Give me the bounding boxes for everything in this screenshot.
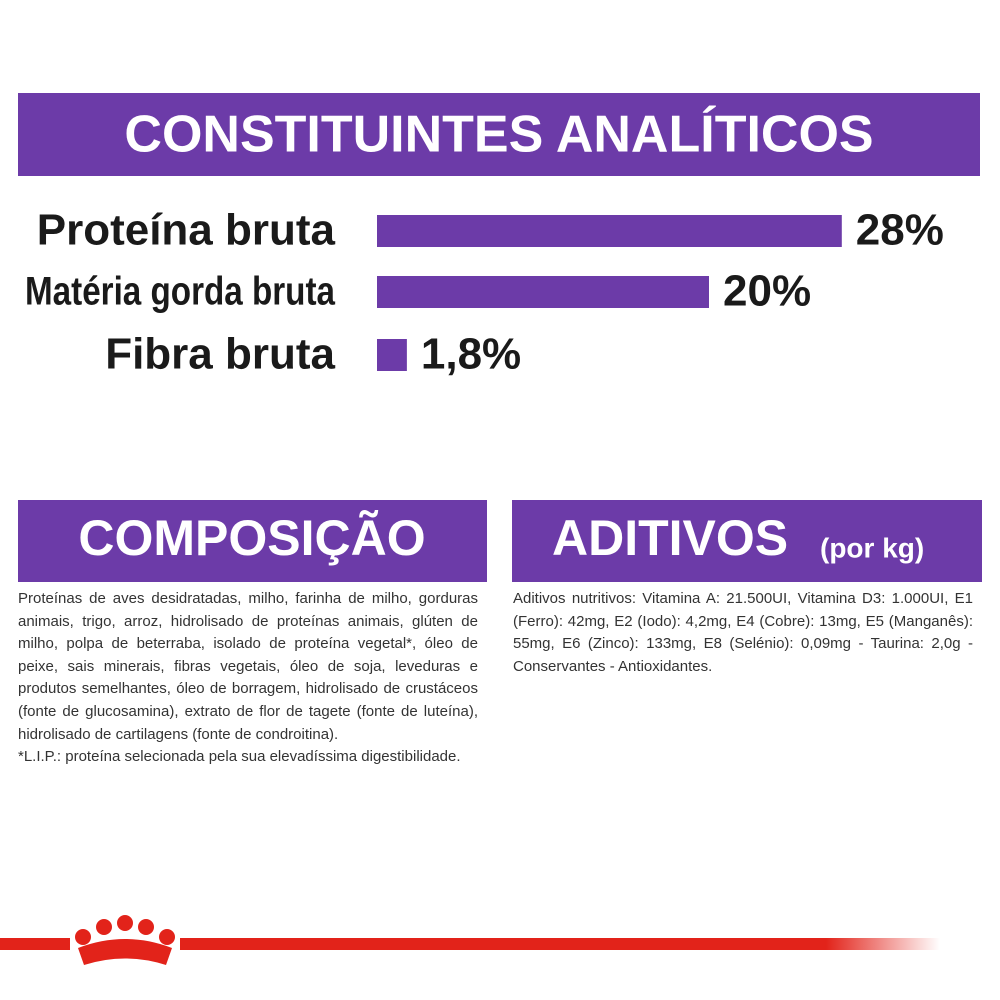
value-label: 28% [856, 206, 944, 255]
title-banner [18, 93, 980, 176]
additives-banner [512, 500, 982, 582]
composition-text: Proteínas de aves desidratadas, milho, f… [18, 588, 478, 769]
composition-body: Proteínas de aves desidratadas, milho, f… [18, 590, 478, 743]
category-label: Proteína bruta [37, 206, 336, 255]
bar [377, 339, 407, 371]
composition-note: *L.I.P.: proteína selecionada pela sua e… [18, 748, 461, 766]
additives-unit: (por kg) [820, 532, 924, 563]
crown-logo [75, 915, 175, 965]
title: CONSTITUINTES ANALÍTICOS [124, 106, 873, 164]
category-label: Fibra bruta [105, 330, 335, 379]
value-label: 1,8% [421, 330, 521, 379]
value-label: 20% [723, 267, 811, 316]
composition-title: COMPOSIÇÃO [78, 510, 425, 566]
footer-line [180, 938, 940, 950]
footer-line [0, 938, 70, 950]
composition-banner [18, 500, 487, 582]
additives-text: Aditivos nutritivos: Vitamina A: 21.500U… [513, 590, 973, 675]
bar [377, 215, 842, 247]
category-label: Matéria gorda bruta [25, 270, 336, 314]
bar [377, 276, 709, 308]
additives-title: ADITIVOS [552, 510, 788, 566]
